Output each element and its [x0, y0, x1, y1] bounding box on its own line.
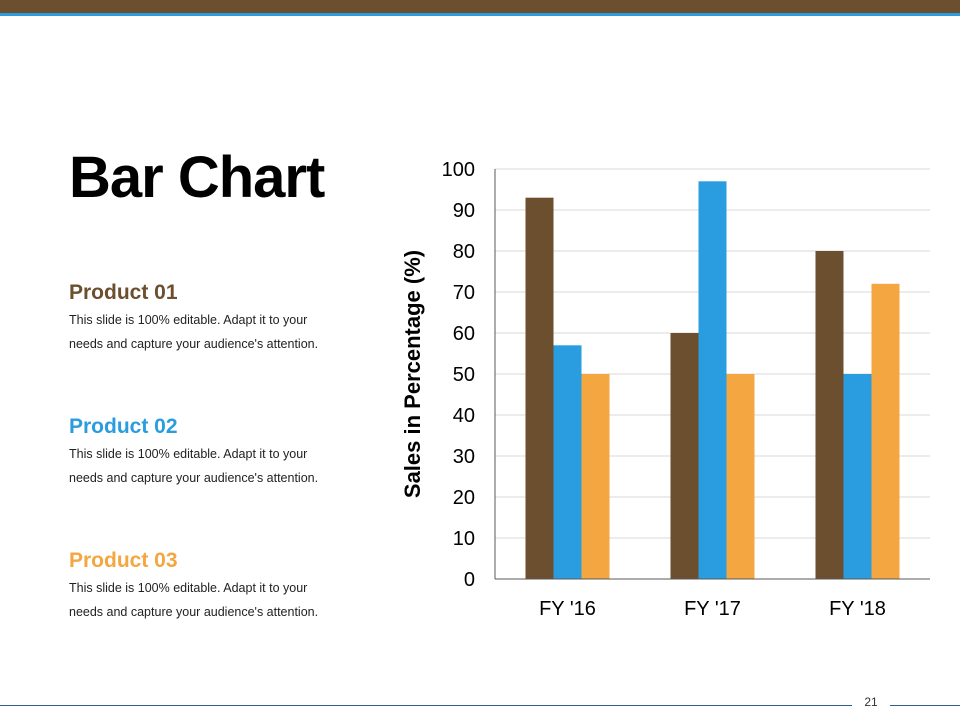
- y-tick-label: 30: [453, 446, 475, 468]
- y-tick-label: 0: [464, 569, 475, 591]
- product-03-heading: Product 03: [69, 549, 178, 572]
- product-02-description: This slide is 100% editable. Adapt it to…: [69, 447, 319, 485]
- bar: [553, 345, 582, 579]
- y-tick-label: 60: [453, 323, 475, 345]
- y-tick-label: 20: [453, 487, 475, 509]
- product-02-heading: Product 02: [69, 415, 178, 438]
- bar: [670, 333, 699, 579]
- bar: [843, 374, 872, 579]
- x-tick-label: FY '17: [684, 598, 741, 620]
- bar: [871, 283, 900, 579]
- bar: [581, 374, 610, 579]
- product-block-02: Product 02 This slide is 100% editable. …: [69, 414, 339, 490]
- y-tick-label: 10: [453, 528, 475, 550]
- footer-divider-left: [0, 705, 852, 706]
- footer-divider-right: [890, 705, 960, 706]
- product-block-03: Product 03 This slide is 100% editable. …: [69, 548, 339, 624]
- bar-chart: 0 10 20 30 40 50 60 70 80 90 100 FY '16 FY '17 FY '18…: [400, 159, 930, 620]
- page-number: 21: [864, 695, 878, 709]
- y-axis-label: Sales in Percentage (%): [400, 250, 425, 498]
- top-header-bar: [0, 0, 960, 13]
- bar: [525, 197, 554, 579]
- y-tick-label: 90: [453, 200, 475, 222]
- bar: [698, 181, 727, 580]
- y-tick-label: 80: [453, 241, 475, 263]
- bar: [726, 374, 755, 579]
- product-01-description: This slide is 100% editable. Adapt it to…: [69, 313, 319, 351]
- bar: [815, 251, 844, 579]
- y-tick-label: 100: [442, 159, 475, 181]
- product-03-description: This slide is 100% editable. Adapt it to…: [69, 581, 319, 619]
- slide-title: Bar Chart: [69, 145, 325, 210]
- y-tick-label: 50: [453, 364, 475, 386]
- y-tick-label: 70: [453, 282, 475, 304]
- y-tick-label: 40: [453, 405, 475, 427]
- x-tick-label: FY '18: [829, 598, 886, 620]
- x-tick-label: FY '16: [539, 598, 596, 620]
- product-block-01: Product 01 This slide is 100% editable. …: [69, 280, 339, 356]
- top-accent-line: [0, 13, 960, 16]
- product-01-heading: Product 01: [69, 281, 178, 304]
